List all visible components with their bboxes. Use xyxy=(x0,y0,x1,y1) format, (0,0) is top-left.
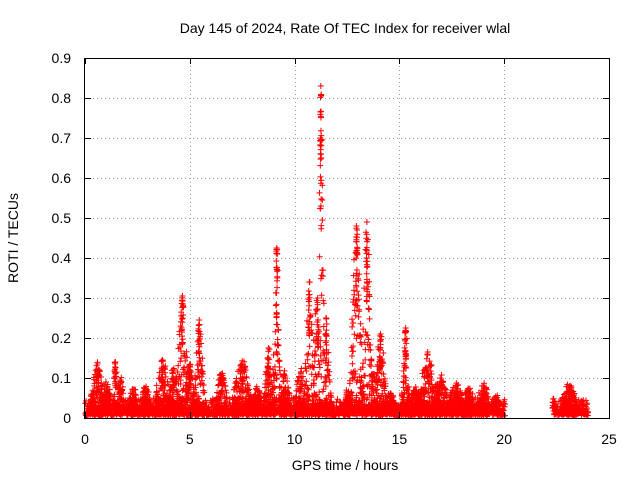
data-point xyxy=(183,348,190,355)
data-point xyxy=(223,389,230,396)
data-point xyxy=(182,357,189,364)
data-point xyxy=(177,358,184,365)
data-point xyxy=(97,390,104,397)
data-point xyxy=(226,395,233,402)
data-point xyxy=(180,385,187,392)
data-point xyxy=(192,376,199,383)
data-point xyxy=(177,377,184,384)
data-point xyxy=(199,370,206,377)
data-point xyxy=(153,382,160,389)
data-point xyxy=(99,382,106,389)
data-point xyxy=(169,391,176,398)
data-point xyxy=(162,363,169,370)
data-point xyxy=(164,378,171,385)
data-point xyxy=(200,382,207,389)
data-point xyxy=(119,383,126,390)
data-point xyxy=(193,389,200,396)
data-point xyxy=(199,362,206,369)
data-point xyxy=(161,387,168,394)
data-point xyxy=(174,369,181,376)
data-point xyxy=(97,383,104,390)
data-point xyxy=(175,362,182,369)
data-point xyxy=(180,312,187,319)
data-point xyxy=(175,391,182,398)
grid xyxy=(85,58,609,418)
data-point xyxy=(177,348,184,355)
data-point xyxy=(183,354,190,361)
data-point xyxy=(198,377,205,384)
data-point xyxy=(233,379,240,386)
data-point xyxy=(147,399,154,406)
data-point xyxy=(82,398,89,405)
data-point xyxy=(197,333,204,340)
data-point xyxy=(181,364,188,371)
data-point xyxy=(201,389,208,396)
data-point xyxy=(106,386,113,393)
data-point xyxy=(178,355,185,362)
data-point xyxy=(162,373,169,380)
data-point xyxy=(98,386,105,393)
data-point xyxy=(111,391,118,398)
data-marks xyxy=(82,83,592,419)
